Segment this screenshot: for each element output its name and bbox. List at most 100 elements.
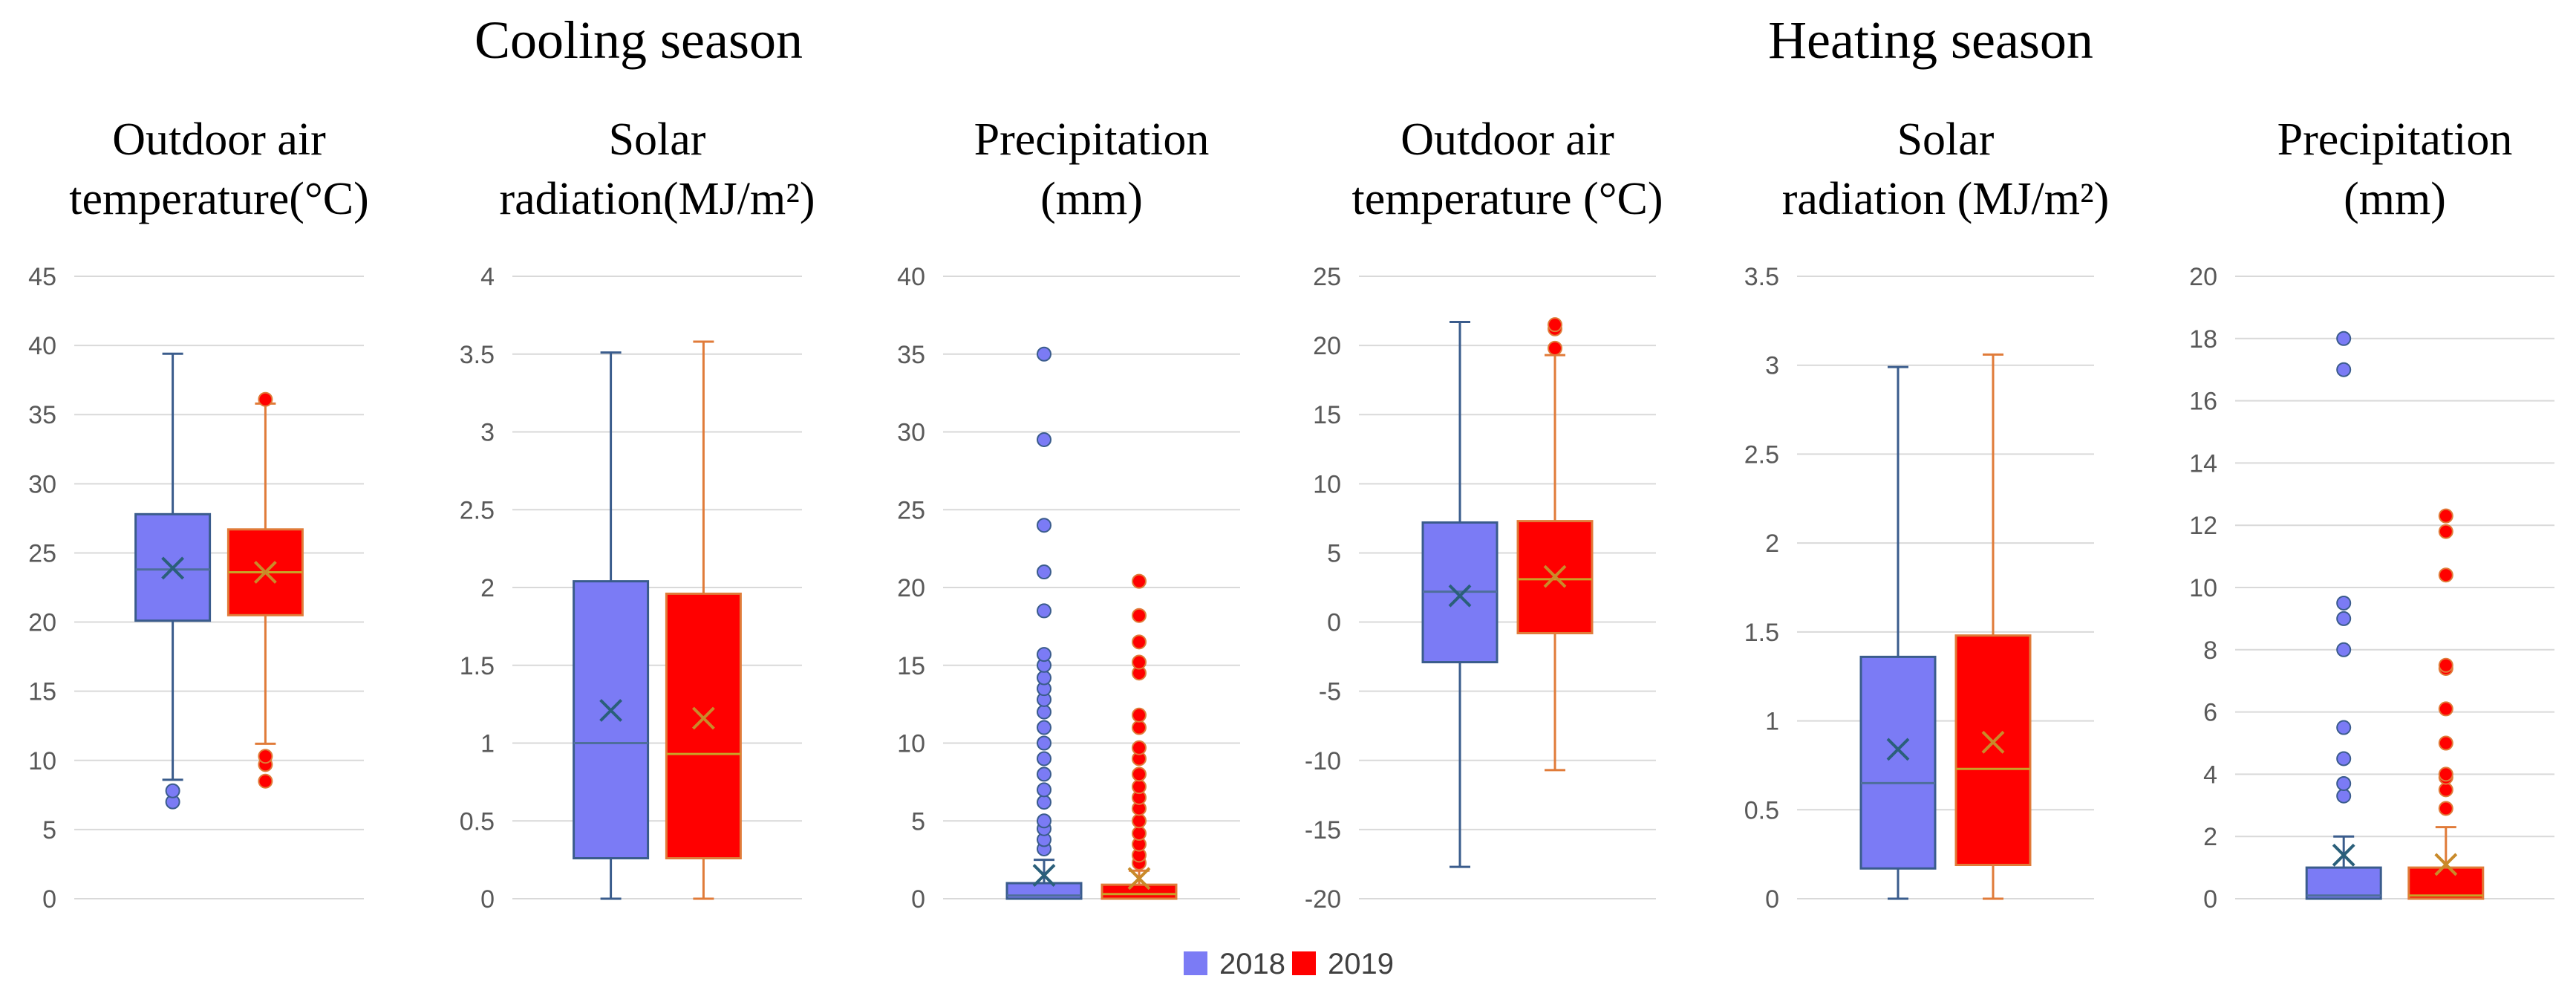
- y-tick-label: 0: [1327, 609, 1341, 637]
- y-tick-label: 2: [1765, 530, 1779, 558]
- y-tick-label: 1.5: [1744, 619, 1779, 647]
- y-tick-label: 10: [28, 747, 56, 775]
- y-tick-label: 20: [897, 574, 925, 602]
- series-2018-mean-marker: [161, 556, 185, 580]
- y-tick-label: 3.5: [460, 341, 495, 369]
- y-tick-label: 0: [911, 885, 925, 914]
- y-tick-label: 0: [2203, 885, 2217, 914]
- series-2018-outlier: [165, 783, 180, 798]
- chart-panel-5: Solar radiation (MJ/m²) 0 0.5 1 1.5 2 2.5 3 3.5: [1744, 114, 2109, 914]
- y-tick-label: 5: [1327, 539, 1341, 567]
- y-tick-label: 2.5: [1744, 440, 1779, 469]
- y-tick-label: 0: [480, 885, 495, 914]
- y-tick-label: 16: [2189, 388, 2217, 416]
- series-2019-box: [665, 592, 742, 860]
- y-tick-label: 14: [2189, 449, 2217, 478]
- panel-title-line: (mm): [1040, 174, 1143, 224]
- series-2019-box: [1954, 634, 2032, 867]
- series-2019-outlier: [1132, 779, 1147, 795]
- y-tick-label: 0.5: [460, 807, 495, 836]
- panel-title-line: radiation(MJ/m²): [500, 174, 815, 224]
- panel-title-line: temperature (°C): [1352, 174, 1663, 224]
- series-2018-outlier: [2336, 720, 2352, 735]
- y-tick-label: 15: [897, 652, 925, 680]
- series-2019-outlier: [1132, 720, 1147, 735]
- series-2019-outlier: [2438, 508, 2453, 524]
- series-2019-outlier: [1548, 317, 1562, 333]
- series-2018-outlier: [2336, 642, 2352, 657]
- series-2019-outlier: [1132, 813, 1147, 829]
- chart-panel-2: Solar radiation(MJ/m²) 0 0.5 1 1.5 2 2.5 3 3.5 4: [460, 114, 815, 914]
- y-tick-label: 40: [897, 263, 925, 291]
- series-2018-outlier: [1037, 704, 1051, 720]
- series-2018-outlier: [2336, 331, 2352, 346]
- series-2019-mean-marker: [1127, 867, 1151, 891]
- series-2018-box: [1859, 655, 1937, 870]
- y-tick-label: 18: [2189, 325, 2217, 354]
- y-tick-label: 6: [2203, 699, 2217, 727]
- y-tick-label: 1.5: [460, 652, 495, 680]
- series-2019-mean-marker: [1981, 730, 2005, 754]
- series-2019-mean-marker: [2434, 853, 2458, 876]
- series-2018-mean-marker: [1886, 738, 1910, 761]
- series-2018-outlier: [1037, 432, 1051, 447]
- y-tick-label: 3: [480, 419, 495, 447]
- panel-title-line: Solar: [1897, 114, 1995, 165]
- legend-swatch-2018: [1184, 951, 1207, 975]
- y-tick-label: 40: [28, 332, 56, 360]
- series-2018-outlier: [1037, 346, 1051, 362]
- y-tick-label: 35: [897, 341, 925, 369]
- chart-panel-1: Outdoor air temperature(°C) 0 5 10 15 20 25 30 35…: [28, 114, 369, 914]
- y-tick-label: 1: [1765, 708, 1779, 736]
- series-2019-outlier: [258, 391, 273, 407]
- series-2018-box: [573, 580, 650, 860]
- y-tick-label: 10: [1313, 470, 1341, 498]
- series-2018-outlier: [1037, 766, 1051, 782]
- y-tick-label: 1: [480, 730, 495, 758]
- y-tick-label: 2: [480, 574, 495, 602]
- series-2019-outlier: [2438, 735, 2453, 751]
- y-tick-label: 5: [911, 807, 925, 836]
- legend-swatch-2019: [1292, 951, 1316, 975]
- y-tick-label: 20: [28, 609, 56, 637]
- series-2018-outlier: [1037, 782, 1051, 798]
- series-2018-outlier: [1037, 751, 1051, 766]
- y-tick-label: -5: [1319, 678, 1341, 706]
- panel-title-line: temperature(°C): [69, 174, 368, 224]
- series-2019-outlier: [2438, 801, 2453, 816]
- y-tick-label: 20: [2189, 263, 2217, 291]
- y-tick-label: 20: [1313, 332, 1341, 360]
- y-tick-label: 4: [480, 263, 495, 291]
- series-2019-outlier: [2438, 567, 2453, 583]
- panel-title-line: (mm): [2344, 174, 2446, 224]
- series-2018-outlier: [1037, 647, 1051, 663]
- series-2019-box: [2407, 866, 2485, 900]
- panel-title-line: Precipitation: [974, 114, 1210, 165]
- chart-panel-3: Precipitation (mm) 0 5 10 15 20 25 30 35 40: [897, 114, 1240, 914]
- series-2019-outlier: [2438, 701, 2453, 717]
- chart-panel-4: Outdoor air temperature (°C) -20 -15 -10 -5 0 5…: [1305, 114, 1663, 914]
- season-title-cooling: Cooling season: [475, 10, 803, 70]
- panel-title-line: radiation (MJ/m²): [1782, 174, 2109, 224]
- series-2018-mean-marker: [599, 699, 623, 722]
- y-tick-label: 10: [897, 730, 925, 758]
- legend: 2018 2019: [1184, 948, 1394, 980]
- series-2019-mean-marker: [253, 561, 277, 584]
- y-tick-label: -15: [1305, 816, 1341, 844]
- series-2019-outlier: [1132, 740, 1147, 755]
- series-2018-outlier: [1037, 795, 1051, 810]
- series-2018-outlier: [1037, 518, 1051, 533]
- season-title-heating: Heating season: [1768, 10, 2093, 70]
- y-tick-label: 30: [897, 419, 925, 447]
- y-tick-label: 15: [1313, 401, 1341, 429]
- y-tick-label: 8: [2203, 637, 2217, 665]
- y-tick-label: 3.5: [1744, 263, 1779, 291]
- y-tick-label: 25: [897, 496, 925, 524]
- series-2018-outlier: [2336, 788, 2352, 804]
- series-2019-outlier: [1132, 608, 1147, 623]
- series-2019-outlier: [1132, 826, 1147, 842]
- y-tick-label: 45: [28, 263, 56, 291]
- y-tick-label: 2.5: [460, 496, 495, 524]
- series-2018-outlier: [2336, 362, 2352, 377]
